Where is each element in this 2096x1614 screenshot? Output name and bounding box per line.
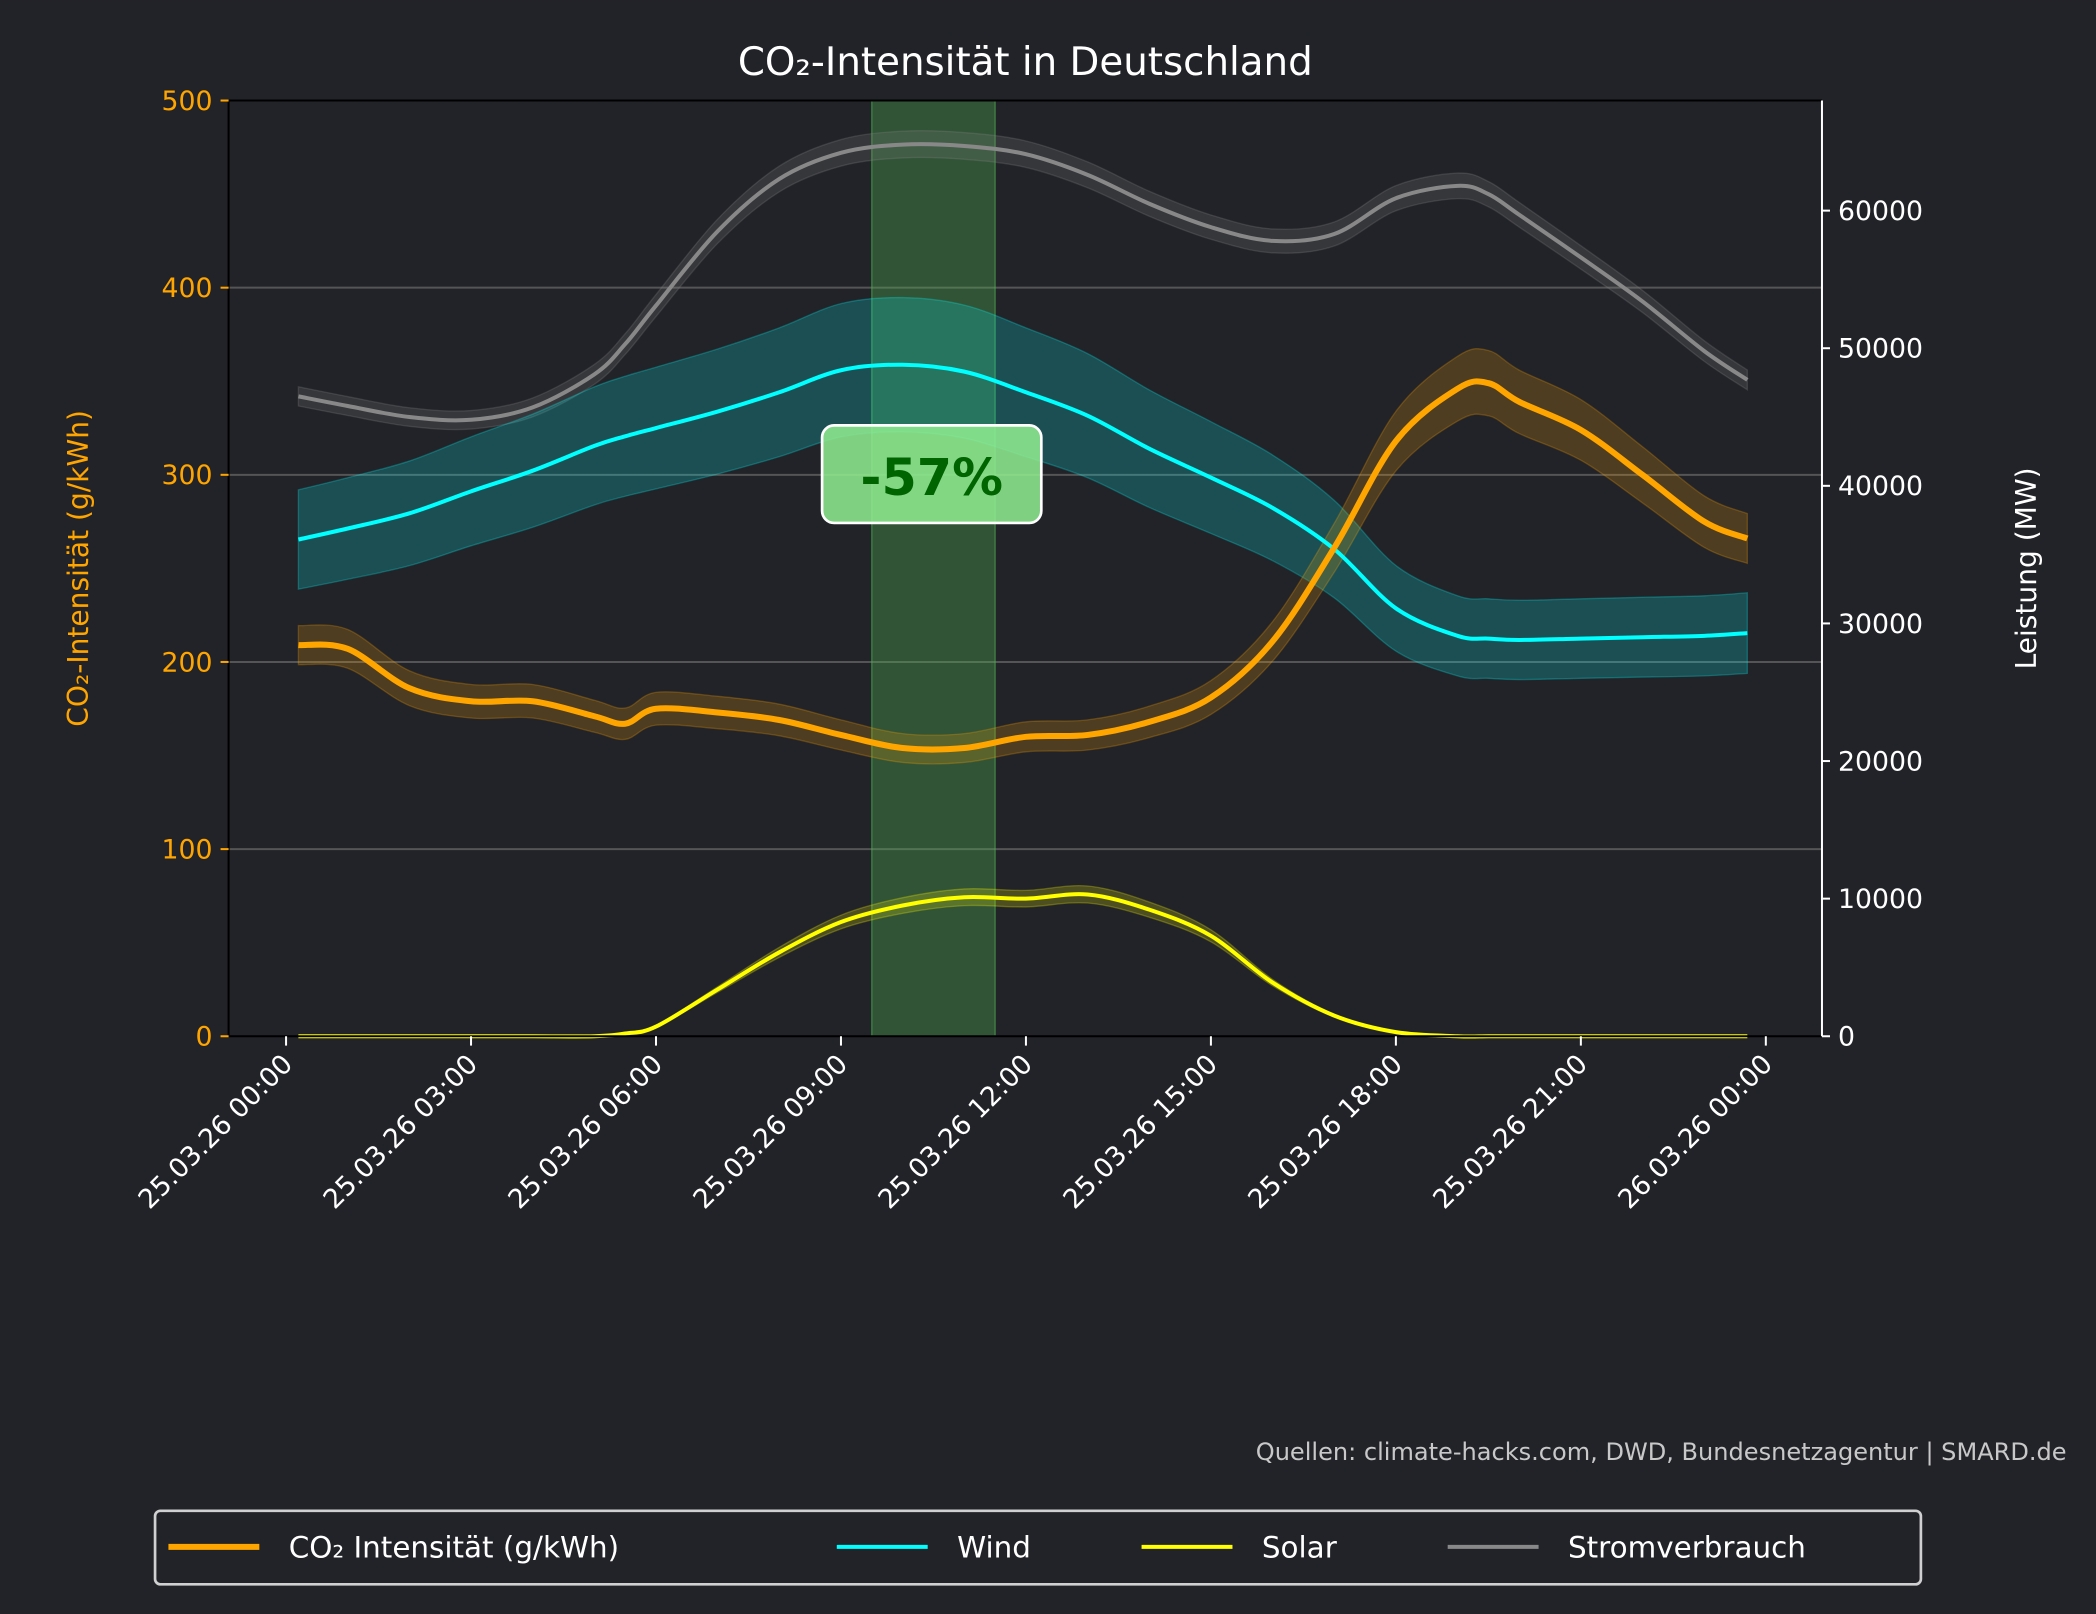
annotation-box xyxy=(820,424,1043,525)
y-tick-label-right: 50000 xyxy=(1838,334,1923,365)
y-axis-left-label: CO₂-Intensität (g/kWh) xyxy=(62,410,95,727)
y-tick-label-right: 10000 xyxy=(1838,884,1923,915)
series-line-wind xyxy=(297,362,1748,642)
y-axis-right-label: Leistung (MW) xyxy=(2010,467,2043,669)
highlight-span xyxy=(871,99,996,1037)
legend-label: Solar xyxy=(1262,1531,1338,1565)
chart-title: CO₂-Intensität in Deutschland xyxy=(738,40,1313,85)
legend-box xyxy=(153,1509,1923,1586)
source-text: Quellen: climate-hacks.com, DWD, Bundesn… xyxy=(1256,1438,2067,1466)
y-tick-label-right: 40000 xyxy=(1838,471,1923,502)
y-tick-label-right: 20000 xyxy=(1838,746,1923,777)
y-tick-label-left: 200 xyxy=(162,647,213,678)
y-tick-label-right: 30000 xyxy=(1838,609,1923,640)
y-tick-label-left: 500 xyxy=(162,86,213,117)
legend-label: Wind xyxy=(957,1531,1031,1565)
annotation: -57% xyxy=(820,424,1043,525)
series-line-stromverbrauch xyxy=(298,142,1749,423)
annotation-text: -57% xyxy=(860,448,1003,507)
highlight-rect xyxy=(871,99,996,1037)
legend-label: CO₂ Intensität (g/kWh) xyxy=(289,1531,619,1565)
legend-label: Stromverbrauch xyxy=(1568,1531,1806,1565)
y-tick-label-left: 0 xyxy=(196,1022,213,1053)
y-tick-label-left: 400 xyxy=(162,273,213,304)
y-tick-label-left: 100 xyxy=(162,834,213,865)
legend: CO₂ Intensität (g/kWh) Wind Solar Stromverb… xyxy=(153,1509,1923,1586)
y-tick-label-right: 60000 xyxy=(1838,196,1923,227)
y-tick-label-right: 0 xyxy=(1838,1022,1855,1053)
series-line-co-intensit-t-g-kwh- xyxy=(298,378,1749,753)
y-tick-label-left: 300 xyxy=(162,460,213,491)
